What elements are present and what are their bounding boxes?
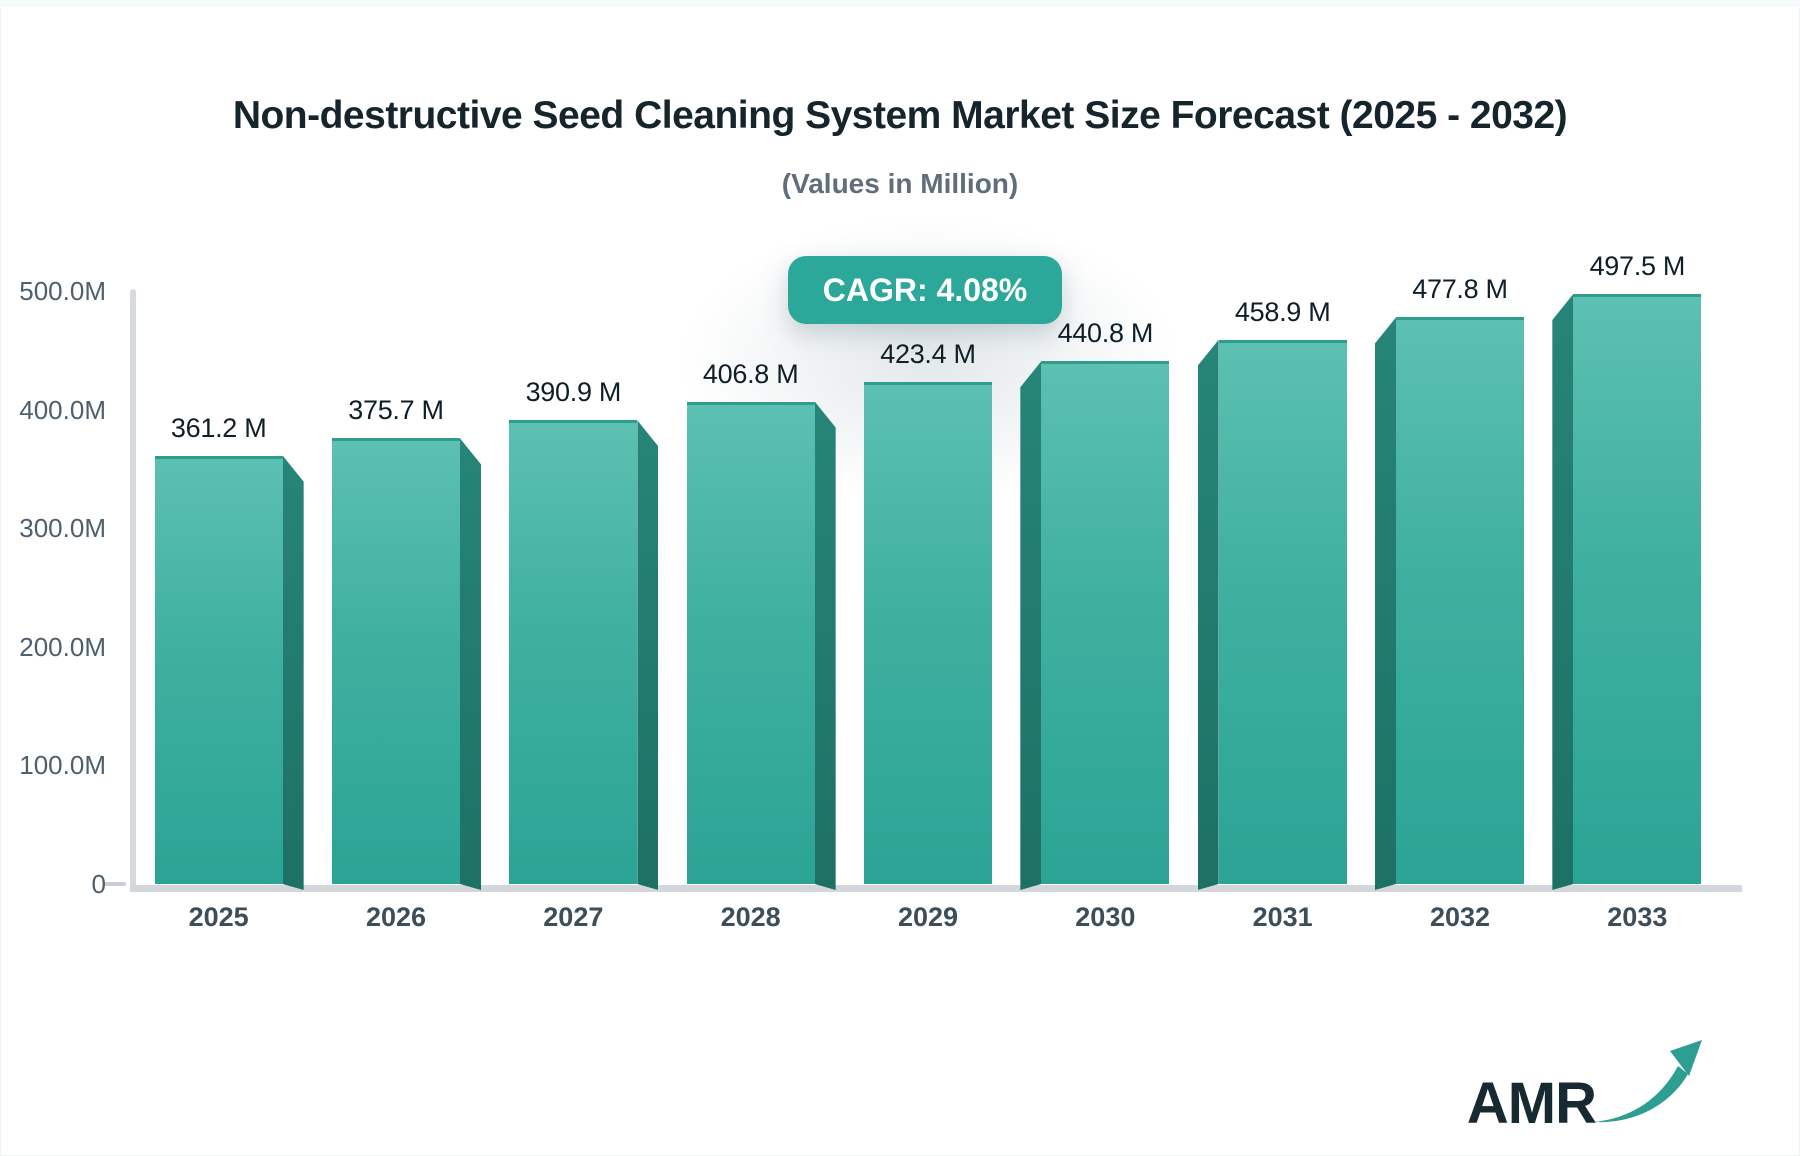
y-axis <box>130 289 136 889</box>
x-tick-label-2030: 2030 <box>1075 902 1136 932</box>
bar-side-face <box>283 456 304 890</box>
x-tick-label-2028: 2028 <box>720 902 781 932</box>
bar-2033 <box>1573 293 1702 884</box>
bar-side-face <box>1020 361 1041 890</box>
top-edge-strip <box>0 0 1800 7</box>
x-tick-label-2029: 2029 <box>897 902 959 932</box>
bar-value-label: 477.8 M <box>1412 274 1508 305</box>
bar-2027 <box>509 420 638 884</box>
growth-arrow-icon <box>1586 1034 1706 1135</box>
bar-value-label: 497.5 M <box>1589 250 1686 281</box>
bar-2031 <box>1218 339 1347 884</box>
cagr-badge: CAGR: 4.08% <box>788 256 1062 324</box>
x-tick-label-2032: 2032 <box>1429 902 1491 932</box>
x-axis <box>130 885 1742 892</box>
bar-value-label: 361.2 M <box>170 412 267 443</box>
zero-tick-mark <box>104 882 126 886</box>
bar-2025 <box>154 455 283 884</box>
y-tick-label: 400.0M <box>19 394 106 425</box>
amr-logo-text: AMR <box>1466 1071 1597 1136</box>
bar-side-face <box>1552 294 1573 890</box>
y-tick-label: 0 <box>91 869 106 899</box>
chart-title: Non-destructive Seed Cleaning System Mar… <box>232 94 1568 137</box>
x-tick-label-2025: 2025 <box>188 902 249 932</box>
bar-2029 <box>864 381 992 884</box>
x-tick-label-2027: 2027 <box>543 902 604 932</box>
amr-logo: AMR <box>1467 1032 1716 1133</box>
x-tick-label-2033: 2033 <box>1607 902 1668 932</box>
bar-side-face <box>1198 340 1219 890</box>
y-tick-label: 300.0M <box>19 513 106 544</box>
bar-2032 <box>1396 317 1524 884</box>
bar-side-face <box>637 420 658 890</box>
bar-side-face <box>460 438 481 890</box>
bar-2026 <box>332 438 460 884</box>
y-tick-label: 100.0M <box>19 750 106 781</box>
bar-value-label: 390.9 M <box>525 377 622 408</box>
x-tick-label-2031: 2031 <box>1252 902 1313 932</box>
chart-subtitle: (Values in Million) <box>781 168 1019 199</box>
bar-side-face <box>1375 317 1396 890</box>
bar-side-face <box>815 402 836 890</box>
cagr-badge-label: CAGR: 4.08% <box>822 271 1028 308</box>
bar-2028 <box>686 401 815 884</box>
y-tick-label: 500.0M <box>19 276 106 306</box>
bar-value-label: 423.4 M <box>880 338 976 369</box>
bar-value-label: 458.9 M <box>1234 296 1331 327</box>
bar-value-label: 375.7 M <box>348 395 444 426</box>
bar-value-label: 440.8 M <box>1057 318 1154 349</box>
bar-value-label: 406.8 M <box>702 358 799 389</box>
bar-2030 <box>1041 361 1170 884</box>
y-tick-label: 200.0M <box>19 631 106 662</box>
x-tick-label-2026: 2026 <box>365 902 427 932</box>
